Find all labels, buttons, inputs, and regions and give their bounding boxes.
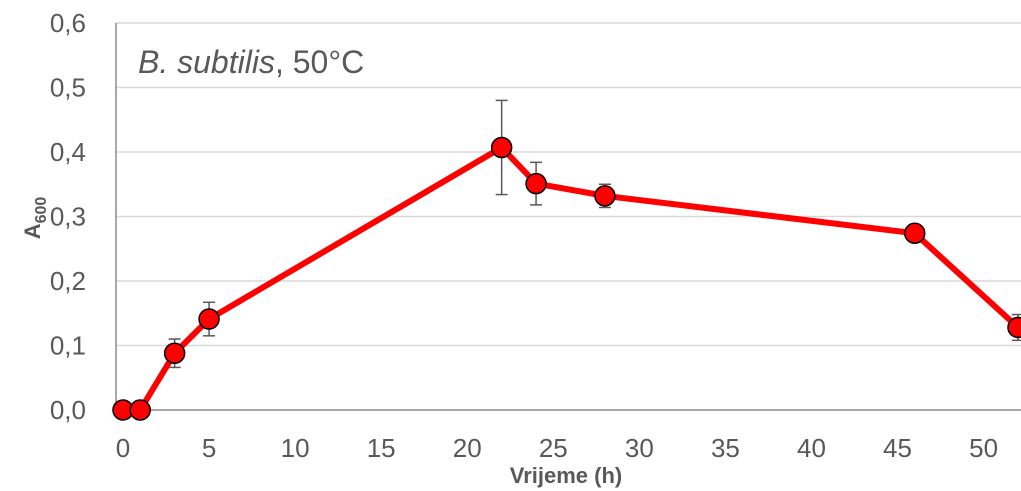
y-tick-label: 0,1 [50, 331, 86, 361]
x-tick-label: 20 [453, 433, 482, 463]
series-line [123, 144, 1021, 413]
y-tick-label: 0,4 [50, 137, 86, 167]
y-axis-label-subscript: 600 [33, 197, 50, 224]
y-tick-label: 0,3 [50, 202, 86, 232]
y-tick-label: 0,6 [50, 8, 86, 38]
x-tick-label: 35 [711, 433, 740, 463]
x-tick-label: 10 [281, 433, 310, 463]
data-point [129, 399, 151, 421]
y-tick-labels: 0,0 0,1 0,2 0,3 0,4 0,5 0,6 [50, 8, 86, 425]
gridlines [116, 22, 1021, 347]
x-tick-label: 25 [539, 433, 568, 463]
data-point [490, 136, 513, 159]
data-point [198, 308, 220, 330]
y-tick-label: 0,2 [50, 266, 86, 296]
x-tick-label: 5 [202, 433, 216, 463]
x-tick-label: 30 [625, 433, 654, 463]
title-species: B. subtilis [138, 44, 275, 80]
x-tick-label: 40 [797, 433, 826, 463]
x-tick-label: 45 [883, 433, 912, 463]
data-point [163, 342, 186, 364]
x-axis-label: Vrijeme (h) [510, 463, 622, 488]
y-tick-label: 0,0 [50, 395, 86, 425]
x-tick-labels: 0 5 10 15 20 25 30 35 40 45 50 [116, 433, 998, 463]
data-point [903, 222, 926, 245]
x-tick-label: 0 [116, 433, 130, 463]
data-point [594, 185, 616, 207]
y-axis-label: A600 [20, 197, 50, 240]
title-temperature: , 50°C [275, 44, 364, 80]
data-point [1007, 316, 1021, 339]
y-axis-label-main: A [20, 223, 45, 239]
data-point [525, 172, 547, 195]
y-tick-label: 0,5 [50, 73, 86, 103]
chart-title: B. subtilis, 50°C [138, 44, 364, 80]
data-points [112, 136, 1021, 421]
x-tick-label: 50 [969, 433, 998, 463]
x-tick-label: 15 [367, 433, 396, 463]
error-bars [168, 99, 1021, 369]
